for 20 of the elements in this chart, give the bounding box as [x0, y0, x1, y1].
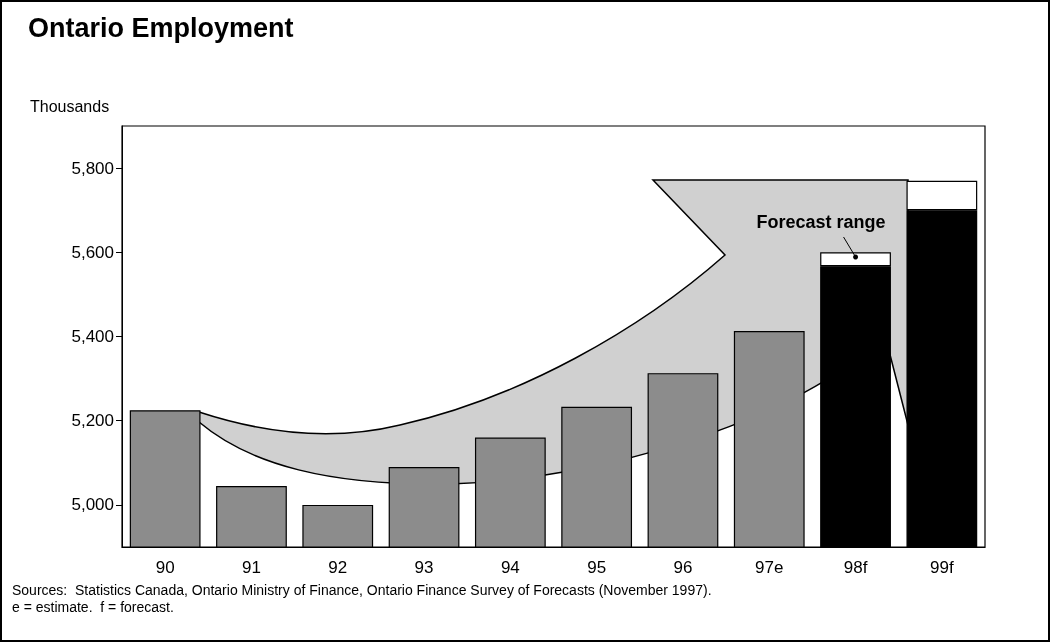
y-tick-label: 5,600	[71, 242, 114, 262]
x-tick-label: 95	[587, 558, 607, 577]
chart-title: Ontario Employment	[28, 12, 294, 43]
text: e = estimate. f = forecast.	[12, 599, 174, 615]
y-tick-label: 5,200	[71, 411, 114, 431]
x-tick-label: 98f	[843, 558, 868, 577]
y-tick-label: 5,400	[71, 327, 114, 346]
annotation: Forecast range	[756, 212, 886, 232]
y-tick-label: 5,800	[71, 158, 114, 178]
x-tick-label: 94	[500, 558, 520, 577]
x-tick-label: 91	[241, 558, 261, 577]
y-axis-title: Thousands	[30, 97, 110, 115]
x-tick-label: 96	[673, 558, 693, 577]
x-tick-label: 90	[155, 558, 175, 577]
source-note: Sources: Statistics Canada, Ontario Ministry of Finance, Ontario Finance Survey of Forecasts (November 1997).	[12, 582, 712, 598]
y-tick-label: 5,000	[71, 495, 114, 515]
x-tick-label: 93	[414, 558, 434, 577]
x-tick-label: 92	[328, 558, 348, 577]
x-tick-label: 99f	[930, 558, 954, 577]
x-tick-label: 97e	[755, 558, 784, 577]
